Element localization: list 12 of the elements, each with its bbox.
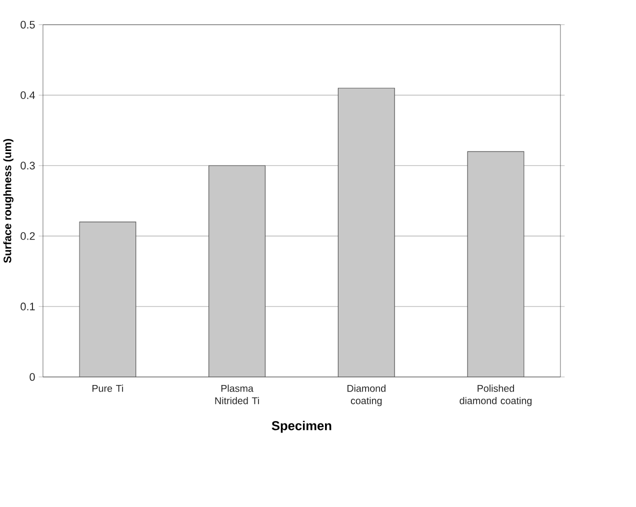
y-tick-label: 0.3 <box>20 162 35 170</box>
x-tick-label: Diamond coating <box>347 384 386 406</box>
y-tick-label: 0.5 <box>20 21 35 29</box>
y-tick-label: 0.1 <box>20 302 35 311</box>
y-tick-label: 0.4 <box>20 92 35 100</box>
y-axis-title: Surface roughness (um) <box>3 139 14 264</box>
y-tick-label: 0 <box>30 373 35 382</box>
x-tick-label: Pure Ti <box>92 384 123 392</box>
x-axis-title: Specimen <box>272 421 332 433</box>
x-tick-label: Plasma Nitrided Ti <box>215 384 259 404</box>
x-tick-label: Polished diamond coating <box>460 384 532 406</box>
y-tick-label: 0.2 <box>20 232 35 240</box>
